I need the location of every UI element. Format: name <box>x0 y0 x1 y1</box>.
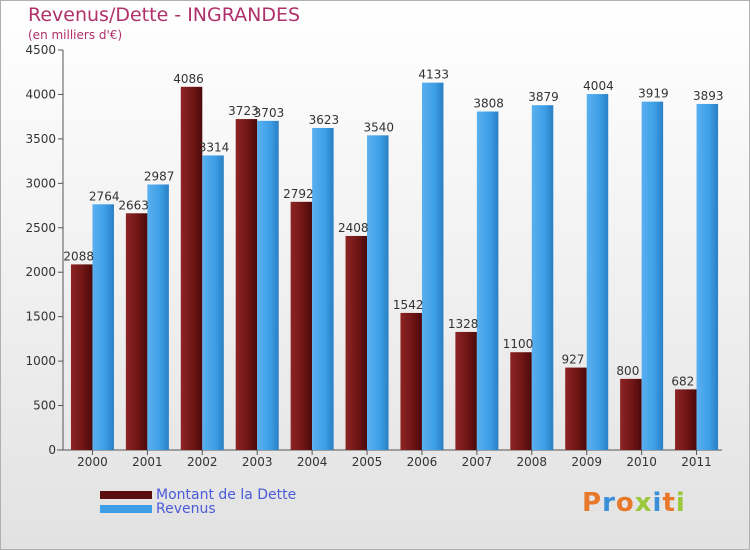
y-tick-label: 3500 <box>25 132 56 146</box>
data-label-revenus: 3314 <box>199 140 230 154</box>
bar-revenus <box>476 111 499 450</box>
bar-revenus <box>641 101 664 451</box>
x-tick-label: 2001 <box>132 455 163 469</box>
data-label-dette: 3723 <box>228 104 259 118</box>
data-label-revenus: 2764 <box>89 189 120 203</box>
bar-dette <box>70 264 93 450</box>
bar-dette <box>455 331 477 450</box>
data-label-revenus: 3623 <box>309 113 340 127</box>
bar-dette <box>180 86 203 451</box>
data-label-dette: 927 <box>562 353 585 367</box>
y-tick-label: 2000 <box>25 265 56 279</box>
x-tick-label: 2006 <box>407 455 438 469</box>
data-label-dette: 800 <box>616 364 639 378</box>
data-label-dette: 1542 <box>393 298 424 312</box>
bar-revenus <box>696 103 719 450</box>
x-tick-label: 2008 <box>517 455 548 469</box>
x-tick-label: 2004 <box>297 455 328 469</box>
data-label-dette: 1100 <box>503 337 534 351</box>
bar-dette <box>125 213 148 450</box>
bar-dette <box>345 235 368 450</box>
bar-dette <box>400 312 422 450</box>
legend-swatch-revenus <box>100 505 152 513</box>
data-label-revenus: 3893 <box>693 89 724 103</box>
y-tick-label: 4500 <box>25 43 56 57</box>
y-tick-label: 4000 <box>25 87 56 101</box>
bar-revenus <box>202 155 224 450</box>
data-label-dette: 4086 <box>173 72 204 86</box>
bar-dette <box>290 201 313 450</box>
y-tick-label: 0 <box>48 443 56 457</box>
data-label-dette: 682 <box>671 374 694 388</box>
legend-item-dette: Montant de la Dette <box>100 487 296 503</box>
data-label-revenus: 2987 <box>144 169 175 183</box>
axes: 0 500 1000 1500 2000 2500 3000 3500 4000 4500 2000… <box>25 43 722 469</box>
x-tick-label: 2010 <box>626 455 657 469</box>
y-tick-label: 3000 <box>25 176 56 190</box>
data-label-dette: 2663 <box>118 198 149 212</box>
data-label-dette: 2088 <box>63 249 94 263</box>
bar-revenus <box>367 135 389 451</box>
x-tick-label: 2011 <box>681 455 712 469</box>
x-tick-label: 2000 <box>77 455 108 469</box>
data-label-dette: 2408 <box>338 221 369 235</box>
x-tick-label: 2007 <box>462 455 493 469</box>
data-label-revenus: 3808 <box>473 97 504 111</box>
x-tick-label: 2009 <box>571 455 602 469</box>
data-label-revenus: 3540 <box>364 120 395 134</box>
legend-label-dette: Montant de la Dette <box>156 487 297 503</box>
bar-dette <box>620 378 642 450</box>
bar-dette <box>235 119 258 451</box>
data-label-revenus: 4004 <box>583 79 614 93</box>
x-tick-label: 2003 <box>242 455 273 469</box>
data-label-dette: 2792 <box>283 187 314 201</box>
bar-dette <box>565 367 587 450</box>
bar-dette <box>510 352 532 450</box>
proxiti-logo: Proxiti <box>582 488 686 518</box>
x-tick-label: 2005 <box>352 455 383 469</box>
y-tick-label: 2500 <box>25 221 56 235</box>
data-label-dette: 1328 <box>448 317 479 331</box>
bars <box>70 82 719 451</box>
bar-revenus <box>92 204 114 450</box>
legend-swatch-dette <box>100 491 152 499</box>
bar-revenus <box>257 120 279 450</box>
chart-subtitle: (en milliers d'€) <box>28 28 123 42</box>
data-label-revenus: 3703 <box>254 106 285 120</box>
y-tick-label: 1500 <box>25 310 56 324</box>
x-tick-label: 2002 <box>187 455 218 469</box>
y-tick-label: 1000 <box>25 354 56 368</box>
legend-label-revenus: Revenus <box>156 501 216 517</box>
data-labels: 2088 2663 4086 3723 2792 2408 1542 1328 1100 927 8… <box>63 68 723 389</box>
bar-revenus <box>147 184 169 450</box>
data-label-revenus: 3879 <box>528 90 559 104</box>
legend-item-revenus: Revenus <box>100 501 216 517</box>
data-label-revenus: 4133 <box>418 68 449 82</box>
bar-revenus <box>531 105 554 450</box>
bar-revenus <box>421 82 444 450</box>
chart-title: Revenus/Dette - INGRANDES <box>28 4 301 26</box>
data-label-revenus: 3919 <box>638 87 669 101</box>
bar-dette <box>675 389 697 450</box>
bar-revenus <box>312 127 334 450</box>
bar-revenus <box>586 94 609 450</box>
y-tick-label: 500 <box>33 399 56 413</box>
